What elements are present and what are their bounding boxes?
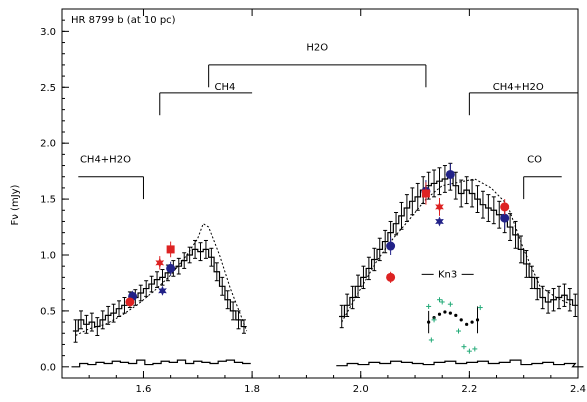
- series-step-line: [339, 176, 578, 318]
- data-point-dot: [470, 320, 474, 324]
- band-annotation: CH4+H2O: [468, 82, 578, 116]
- kn3-annotation: Kn3: [421, 269, 474, 280]
- x-tick-label: 2.0: [353, 384, 369, 395]
- data-point-star: [158, 285, 167, 296]
- series-markers: [427, 306, 480, 334]
- x-tick-label: 2.4: [570, 384, 586, 395]
- chart-title: HR 8799 b (at 10 pc): [71, 15, 176, 26]
- series-markers: [426, 297, 483, 354]
- band-label: H2O: [306, 43, 328, 54]
- series-markers: [158, 216, 444, 296]
- series-step-line: [71, 359, 251, 368]
- band-label: CH4+H2O: [80, 155, 131, 166]
- data-point-dot: [465, 322, 469, 326]
- y-tick-label: 1.0: [40, 251, 56, 262]
- data-point-dot: [454, 313, 458, 317]
- data-point-circle: [166, 263, 176, 273]
- data-point-square: [166, 245, 175, 254]
- series-dotted: [341, 178, 573, 323]
- data-point-dot: [437, 312, 442, 316]
- series-step-errorbars: [339, 162, 578, 329]
- data-point-star: [435, 216, 444, 227]
- series-step-line: [336, 359, 584, 368]
- plot-frame: [61, 8, 579, 379]
- band-annotation: CH4+H2O: [78, 155, 144, 200]
- y-tick-label: 0.5: [40, 306, 56, 317]
- data-point-circle: [500, 202, 510, 212]
- data-point-star: [435, 201, 444, 212]
- series-dotted: [75, 222, 248, 336]
- series-dotted-line: [75, 222, 248, 336]
- band-annotation: CH4: [159, 82, 253, 116]
- y-tick-label: 3.0: [40, 27, 56, 38]
- data-point-dot: [427, 320, 431, 324]
- plot-border: [61, 8, 579, 379]
- x-tick-label: 1.8: [244, 384, 260, 395]
- data-point-circle: [445, 169, 455, 179]
- band-label: CO: [527, 155, 542, 166]
- series-markers: [155, 197, 444, 270]
- band-annotation: H2O: [208, 43, 427, 88]
- data-point-dot: [459, 318, 463, 322]
- data-point-circle: [386, 272, 396, 282]
- series-dotted-line: [341, 178, 573, 323]
- band-label: CH4: [215, 82, 236, 93]
- data-point-star: [155, 257, 165, 268]
- data-point-circle: [125, 297, 135, 307]
- y-tick-label: 2.5: [40, 83, 56, 94]
- series-layer: [71, 162, 584, 368]
- band-label: CH4+H2O: [493, 82, 544, 93]
- data-point-circle: [500, 213, 510, 223]
- kn3-label: Kn3: [438, 269, 457, 280]
- series-markers: [125, 199, 510, 307]
- y-tick-label: 0.0: [40, 362, 56, 373]
- data-point-dot: [448, 311, 452, 315]
- y-tick-label: 1.5: [40, 195, 56, 206]
- data-point-circle: [386, 241, 396, 251]
- data-point-dot: [475, 318, 480, 322]
- x-tick-label: 1.6: [136, 384, 152, 395]
- series-markers: [166, 182, 430, 258]
- band-annotation: CO: [523, 155, 562, 200]
- axis-layer: 1.6 1.8 2.0 2.2 2.4 0.0 0.5 1.0 1.5 2.0 2.5 3.0: [40, 9, 586, 395]
- data-point-dot: [443, 310, 447, 314]
- data-point-square: [421, 189, 430, 198]
- annotation-layer: CH4+H2O CH4 H2O CH4+H2O CO Kn3: [78, 43, 578, 280]
- series-step: [71, 359, 251, 368]
- x-tick-label: 2.2: [461, 384, 477, 395]
- y-axis-label: Fν (mJy): [10, 184, 21, 225]
- y-tick-label: 2.0: [40, 139, 56, 150]
- series-step-errorbars: [72, 239, 247, 343]
- series-step: [336, 359, 584, 368]
